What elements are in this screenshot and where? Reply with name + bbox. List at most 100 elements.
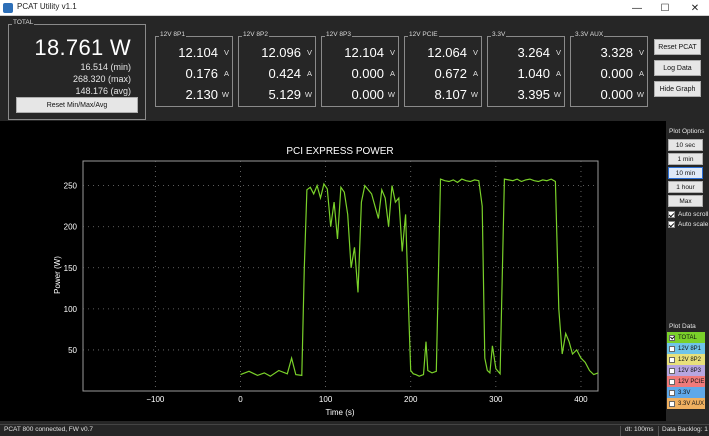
- amps-unit: A: [306, 69, 312, 78]
- plot-data-label: 12V 8P2: [678, 356, 702, 363]
- total-group: TOTAL 18.761 W 16.514 (min) 268.320 (max…: [8, 19, 146, 120]
- range-max-button[interactable]: Max: [668, 195, 703, 207]
- plot-data-label: 12V 8P1: [678, 345, 702, 352]
- y-tick-label: 100: [64, 305, 78, 314]
- chart-title: PCI EXPRESS POWER: [286, 146, 393, 157]
- rail-group-12v-8p2: 12V 8P2 12.096 V 0.424 A 5.129 W: [238, 31, 316, 107]
- connection-status: PCAT 800 connected, FW v0.7: [4, 426, 93, 433]
- reset-pcat-button[interactable]: Reset PCAT: [654, 39, 701, 55]
- app-icon: [3, 3, 13, 13]
- checkbox-icon: [669, 400, 675, 407]
- minimize-button[interactable]: —: [632, 2, 642, 14]
- total-max-value: 268.320 (max): [72, 74, 131, 84]
- rail-group-3v3-aux: 3.3V AUX 3.328 V 0.000 A 0.000 W: [570, 31, 648, 107]
- rail-volts: 12.104: [344, 45, 384, 60]
- graph-area[interactable]: PCI EXPRESS POWER −100 0 100 200 300 400 50 10…: [0, 121, 666, 421]
- x-tick-label: 0: [238, 395, 243, 404]
- plot-data-item[interactable]: 3.3V AUX: [667, 398, 705, 409]
- rail-watts: 5.129: [268, 87, 301, 102]
- checkbox-icon: [669, 356, 675, 363]
- range-1min-button[interactable]: 1 min: [668, 153, 703, 165]
- volts-unit: V: [638, 48, 644, 57]
- auto-scroll-checkbox[interactable]: Auto scroll: [668, 211, 708, 218]
- auto-scale-checkbox[interactable]: Auto scale: [668, 221, 708, 228]
- hide-graph-button[interactable]: Hide Graph: [654, 81, 701, 97]
- plot-data-item[interactable]: 12V 8P2: [667, 354, 705, 365]
- y-tick-label: 250: [64, 182, 78, 191]
- checkbox-icon: [668, 221, 675, 228]
- total-watts-value: 18.761 W: [34, 35, 131, 60]
- rail-volts: 12.096: [261, 45, 301, 60]
- total-group-label: TOTAL: [12, 19, 35, 26]
- checkbox-icon: [669, 345, 675, 352]
- plot-options-title: Plot Options: [669, 128, 705, 135]
- y-tick-label: 200: [64, 223, 78, 232]
- plot-data-label: 12V 8P3: [678, 367, 702, 374]
- watts-unit: W: [553, 90, 561, 99]
- x-tick-label: 100: [319, 395, 333, 404]
- rail-amps: 0.176: [185, 66, 218, 81]
- close-button[interactable]: ✕: [690, 2, 700, 14]
- amps-unit: A: [638, 69, 644, 78]
- watts-unit: W: [221, 90, 229, 99]
- rail-amps: 1.040: [517, 66, 550, 81]
- x-tick-label: −100: [146, 395, 165, 404]
- rail-label: 12V PCIE: [408, 31, 439, 38]
- y-tick-label: 150: [64, 264, 78, 273]
- total-avg-value: 148.176 (avg): [75, 86, 131, 96]
- plot-data-item[interactable]: 3.3V: [667, 387, 705, 398]
- y-axis-label: Power (W): [53, 256, 62, 294]
- checkbox-icon: [669, 389, 675, 396]
- y-tick-label: 50: [68, 346, 77, 355]
- volts-unit: V: [555, 48, 561, 57]
- status-separator: [658, 426, 659, 436]
- checkbox-icon: [668, 211, 675, 218]
- volts-unit: V: [472, 48, 478, 57]
- rail-group-12v-8p1: 12V 8P1 12.104 V 0.176 A 2.130 W: [155, 31, 233, 107]
- readout-panel: TOTAL 18.761 W 16.514 (min) 268.320 (max…: [0, 16, 709, 120]
- rail-volts: 12.104: [178, 45, 218, 60]
- rail-label: 3.3V: [491, 31, 507, 38]
- plot-data-label: 12V PCIE: [678, 378, 705, 385]
- checkbox-icon: [669, 378, 675, 385]
- rail-watts: 3.395: [517, 87, 550, 102]
- auto-scroll-label: Auto scroll: [678, 211, 709, 218]
- plot-data-label: 3.3V AUX: [678, 400, 705, 407]
- plot-data-label: 3.3V: [678, 389, 691, 396]
- volts-unit: V: [306, 48, 312, 57]
- rail-label: 3.3V AUX: [574, 31, 605, 38]
- reset-min-max-avg-button[interactable]: Reset Min/Max/Avg: [16, 97, 138, 113]
- x-axis-label: Time (s): [325, 408, 354, 417]
- log-data-button[interactable]: Log Data: [654, 60, 701, 76]
- plot-data-item[interactable]: 12V 8P3: [667, 365, 705, 376]
- rail-group-12v-8p3: 12V 8P3 12.104 V 0.000 A 0.000 W: [321, 31, 399, 107]
- x-tick-label: 300: [489, 395, 503, 404]
- rail-group-3v3: 3.3V 3.264 V 1.040 A 3.395 W: [487, 31, 565, 107]
- total-min-value: 16.514 (min): [80, 62, 131, 72]
- rail-group-12v-pcie: 12V PCIE 12.064 V 0.672 A 8.107 W: [404, 31, 482, 107]
- amps-unit: A: [472, 69, 478, 78]
- auto-scale-label: Auto scale: [678, 221, 709, 228]
- title-bar: PCAT Utility v1.1 — ☐ ✕: [0, 0, 709, 16]
- rail-amps: 0.000: [351, 66, 384, 81]
- plot-data-item[interactable]: 12V PCIE: [667, 376, 705, 387]
- x-tick-label: 400: [574, 395, 588, 404]
- range-10min-button[interactable]: 10 min: [668, 167, 703, 179]
- plot-data-item[interactable]: 12V 8P1: [667, 343, 705, 354]
- plot-data-item[interactable]: TOTAL: [667, 332, 705, 343]
- rail-label: 12V 8P1: [159, 31, 186, 38]
- plot-data-title: Plot Data: [669, 323, 696, 330]
- power-chart: PCI EXPRESS POWER −100 0 100 200 300 400 50 10…: [53, 146, 599, 417]
- window-title: PCAT Utility v1.1: [17, 2, 77, 11]
- watts-unit: W: [304, 90, 312, 99]
- checkbox-icon: [669, 334, 675, 341]
- amps-unit: A: [389, 69, 395, 78]
- rail-amps: 0.672: [434, 66, 467, 81]
- range-10sec-button[interactable]: 10 sec: [668, 139, 703, 151]
- rail-watts: 2.130: [185, 87, 218, 102]
- range-1hour-button[interactable]: 1 hour: [668, 181, 703, 193]
- volts-unit: V: [389, 48, 395, 57]
- data-backlog-status: Data Backlog: 1: [662, 426, 708, 433]
- maximize-button[interactable]: ☐: [660, 2, 670, 14]
